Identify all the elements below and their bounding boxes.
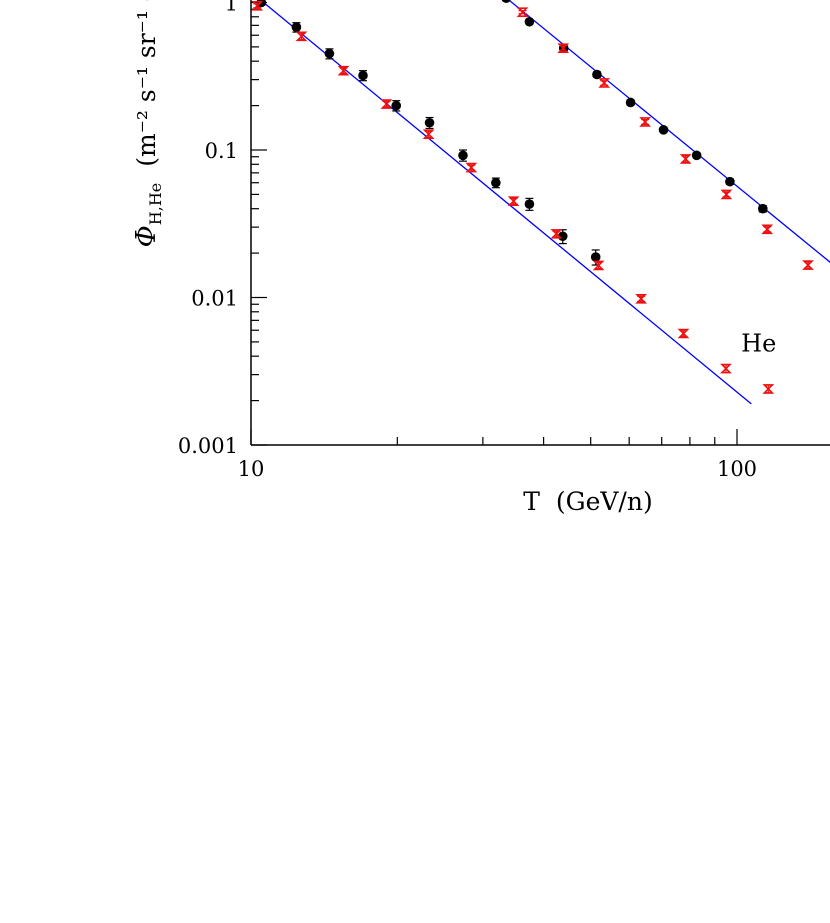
x-axis-title: T (GeV/n) bbox=[523, 487, 652, 516]
hourglass-marker bbox=[677, 328, 690, 339]
black-data-point bbox=[524, 16, 535, 27]
red-data-point bbox=[679, 154, 692, 164]
y-axis-tick-labels: 0.001 0.01 0.1 1 bbox=[178, 0, 238, 458]
red-data-point bbox=[635, 293, 648, 304]
red-data-point bbox=[337, 65, 350, 76]
x-axis-tick-labels: 10 100 bbox=[238, 457, 757, 481]
svg-text:ΦH,He(m⁻² s⁻¹ sr⁻¹ (Ge: ΦH,He (m⁻² s⁻¹ sr⁻¹ (Ge bbox=[131, 0, 165, 303]
hourglass-marker bbox=[557, 43, 570, 53]
red-data-point bbox=[550, 229, 563, 239]
x-axis-ticks bbox=[250, 429, 738, 445]
black-data-point bbox=[501, 0, 511, 3]
y-axis-subscript: H,He bbox=[146, 183, 165, 225]
circle-marker bbox=[424, 117, 435, 128]
red-data-point bbox=[557, 43, 570, 53]
y-tick-label: 0.001 bbox=[178, 434, 238, 458]
hourglass-marker bbox=[422, 129, 435, 139]
hourglass-marker bbox=[802, 260, 814, 270]
fit-line-h bbox=[507, 0, 830, 263]
circle-marker bbox=[557, 231, 568, 242]
red-data-point bbox=[677, 328, 690, 339]
circle-marker bbox=[491, 177, 501, 188]
black-data-point bbox=[491, 177, 501, 189]
hourglass-marker bbox=[337, 65, 350, 76]
y-axis-units: (m⁻² s⁻¹ sr⁻¹ (Ge bbox=[132, 0, 161, 167]
circle-marker bbox=[524, 16, 535, 27]
circle-marker bbox=[691, 150, 702, 161]
y-tick-label: 1 bbox=[225, 0, 238, 16]
red-data-point bbox=[422, 129, 435, 139]
black-data-point bbox=[592, 69, 602, 80]
hourglass-marker bbox=[761, 224, 774, 235]
hourglass-marker bbox=[679, 154, 692, 164]
hourglass-marker bbox=[720, 189, 733, 200]
circle-marker bbox=[391, 100, 402, 111]
red-data-point bbox=[380, 99, 393, 109]
red-data-point bbox=[720, 363, 732, 374]
red-data-point bbox=[639, 117, 652, 127]
axes-frame bbox=[250, 0, 830, 446]
red-data-point bbox=[762, 384, 775, 394]
y-tick-label: 0.1 bbox=[205, 139, 238, 163]
hourglass-marker bbox=[720, 363, 732, 374]
hourglass-marker bbox=[635, 293, 648, 304]
series-label-he: He bbox=[741, 330, 776, 358]
circle-marker bbox=[358, 70, 368, 81]
black-data-point bbox=[658, 125, 669, 135]
hourglass-marker bbox=[639, 117, 652, 127]
red-data-point bbox=[507, 196, 520, 206]
hourglass-marker bbox=[295, 31, 308, 42]
circle-marker bbox=[458, 150, 468, 161]
circle-marker bbox=[625, 97, 636, 108]
red-data-point bbox=[592, 260, 605, 271]
black-data-point bbox=[458, 149, 468, 162]
circle-marker bbox=[324, 48, 335, 59]
hourglass-marker bbox=[516, 7, 529, 17]
y-tick-label: 0.01 bbox=[191, 287, 238, 311]
data-points bbox=[251, 0, 814, 394]
black-data-point bbox=[358, 70, 368, 82]
black-data-point bbox=[291, 22, 302, 33]
hourglass-marker bbox=[380, 99, 393, 109]
red-data-point bbox=[251, 0, 264, 11]
red-data-point bbox=[465, 162, 478, 173]
red-data-point bbox=[516, 7, 529, 17]
black-data-point bbox=[625, 97, 636, 108]
circle-marker bbox=[524, 199, 535, 209]
red-data-point bbox=[761, 224, 774, 235]
black-data-point bbox=[424, 116, 435, 130]
circle-marker bbox=[725, 176, 735, 187]
x-tick-label: 100 bbox=[717, 457, 757, 481]
y-axis-title: ΦH,He (m⁻² s⁻¹ sr⁻¹ (Ge bbox=[131, 0, 165, 303]
red-data-point bbox=[598, 78, 611, 88]
circle-marker bbox=[658, 125, 669, 135]
circle-marker bbox=[590, 252, 601, 262]
y-axis-ticks bbox=[251, 1, 267, 446]
hourglass-marker bbox=[251, 0, 264, 11]
hourglass-marker bbox=[762, 384, 775, 394]
circle-marker bbox=[757, 203, 768, 214]
black-data-point bbox=[391, 100, 402, 112]
black-data-point bbox=[725, 176, 735, 187]
red-data-point bbox=[802, 260, 814, 270]
annotations: He bbox=[741, 330, 776, 358]
black-data-point bbox=[524, 197, 535, 211]
y-axis-symbol: Φ bbox=[131, 225, 162, 247]
circle-marker bbox=[501, 0, 511, 3]
fit-line-he bbox=[260, 0, 752, 405]
hourglass-marker bbox=[592, 260, 605, 271]
hourglass-marker bbox=[507, 196, 520, 206]
black-data-point bbox=[324, 48, 335, 60]
circle-marker bbox=[291, 22, 302, 33]
hourglass-marker bbox=[465, 162, 478, 173]
hourglass-marker bbox=[550, 229, 563, 239]
black-data-point bbox=[691, 150, 702, 161]
red-data-point bbox=[295, 31, 308, 42]
circle-marker bbox=[592, 69, 602, 80]
hourglass-marker bbox=[598, 78, 611, 88]
red-data-point bbox=[720, 189, 733, 200]
x-tick-label: 10 bbox=[238, 457, 265, 481]
black-data-point bbox=[757, 203, 768, 214]
